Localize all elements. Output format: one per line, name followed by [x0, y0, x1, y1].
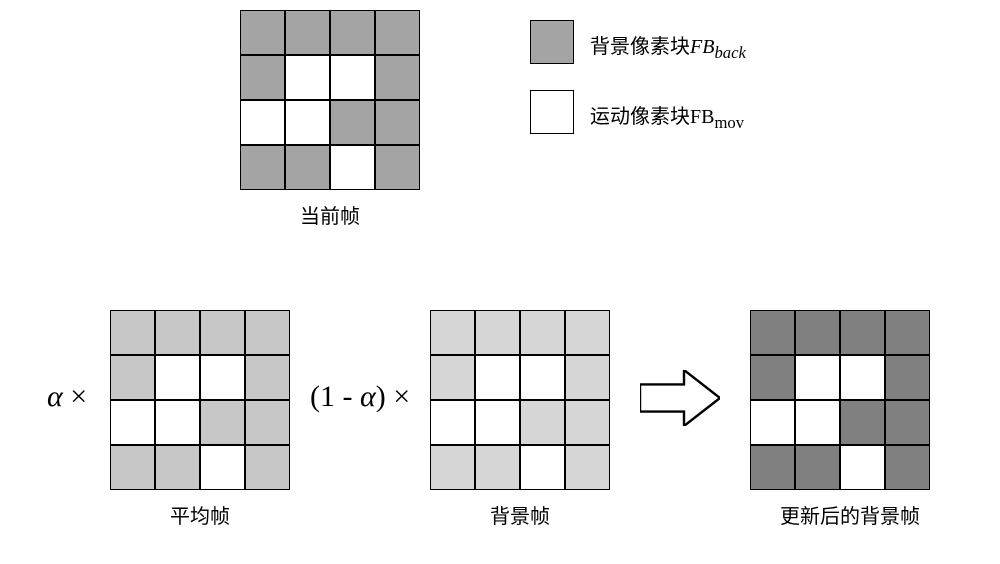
grid-cell [565, 355, 610, 400]
grid-cell [520, 400, 565, 445]
caption-background-frame: 背景帧 [490, 500, 550, 529]
grid-cell [375, 10, 420, 55]
grid-cell [245, 355, 290, 400]
caption-average-frame: 平均帧 [170, 500, 230, 529]
legend-label-motion-math: FBmov [690, 106, 744, 128]
grid-cell [285, 55, 330, 100]
grid-cell [155, 310, 200, 355]
grid-cell [110, 400, 155, 445]
grid-background-frame [430, 310, 610, 490]
grid-cell [200, 445, 245, 490]
grid-cell [375, 55, 420, 100]
grid-cell [430, 310, 475, 355]
grid-cell [245, 445, 290, 490]
grid-cell [155, 355, 200, 400]
grid-cell [330, 55, 375, 100]
grid-cell [475, 400, 520, 445]
legend-swatch-background [530, 20, 574, 64]
grid-cell [885, 355, 930, 400]
grid-cell [795, 355, 840, 400]
grid-cell [750, 400, 795, 445]
legend-swatch-motion [530, 90, 574, 134]
grid-cell [240, 55, 285, 100]
grid-cell [245, 400, 290, 445]
caption-current-frame: 当前帧 [300, 200, 360, 229]
grid-cell [795, 310, 840, 355]
one-minus-alpha-times-label: (1 - α) × [310, 380, 410, 414]
grid-cell [285, 100, 330, 145]
grid-cell [520, 445, 565, 490]
grid-cell [840, 355, 885, 400]
grid-cell [155, 445, 200, 490]
grid-cell [155, 400, 200, 445]
legend-label-background: 背景像素块FBback [590, 30, 746, 63]
grid-cell [110, 310, 155, 355]
grid-cell [285, 10, 330, 55]
grid-cell [375, 145, 420, 190]
alpha-times-label: α × [47, 380, 87, 414]
grid-cell [885, 445, 930, 490]
grid-cell [840, 445, 885, 490]
legend-label-motion: 运动像素块FBmov [590, 100, 744, 133]
caption-updated-background-frame: 更新后的背景帧 [780, 500, 920, 529]
grid-cell [430, 400, 475, 445]
grid-cell [475, 355, 520, 400]
grid-cell [520, 355, 565, 400]
grid-cell [750, 355, 795, 400]
grid-cell [885, 400, 930, 445]
legend-label-background-math: FBback [690, 36, 746, 58]
grid-cell [840, 400, 885, 445]
grid-cell [240, 100, 285, 145]
grid-cell [200, 400, 245, 445]
grid-cell [375, 100, 420, 145]
grid-cell [110, 445, 155, 490]
arrow-icon [640, 370, 720, 426]
grid-cell [565, 400, 610, 445]
grid-cell [565, 310, 610, 355]
grid-cell [110, 355, 155, 400]
grid-cell [795, 400, 840, 445]
grid-cell [240, 145, 285, 190]
grid-updated-background-frame [750, 310, 930, 490]
grid-cell [475, 310, 520, 355]
grid-cell [330, 10, 375, 55]
grid-cell [840, 310, 885, 355]
grid-cell [520, 310, 565, 355]
grid-average-frame [110, 310, 290, 490]
grid-cell [285, 145, 330, 190]
grid-cell [200, 310, 245, 355]
grid-cell [750, 310, 795, 355]
grid-cell [200, 355, 245, 400]
grid-current-frame [240, 10, 420, 190]
legend-label-background-text: 背景像素块 [590, 36, 690, 58]
grid-cell [430, 445, 475, 490]
grid-cell [885, 310, 930, 355]
grid-cell [565, 445, 610, 490]
grid-cell [240, 10, 285, 55]
grid-cell [330, 100, 375, 145]
grid-cell [430, 355, 475, 400]
grid-cell [245, 310, 290, 355]
grid-cell [330, 145, 375, 190]
grid-cell [750, 445, 795, 490]
grid-cell [795, 445, 840, 490]
grid-cell [475, 445, 520, 490]
legend-label-motion-text: 运动像素块 [590, 106, 690, 128]
